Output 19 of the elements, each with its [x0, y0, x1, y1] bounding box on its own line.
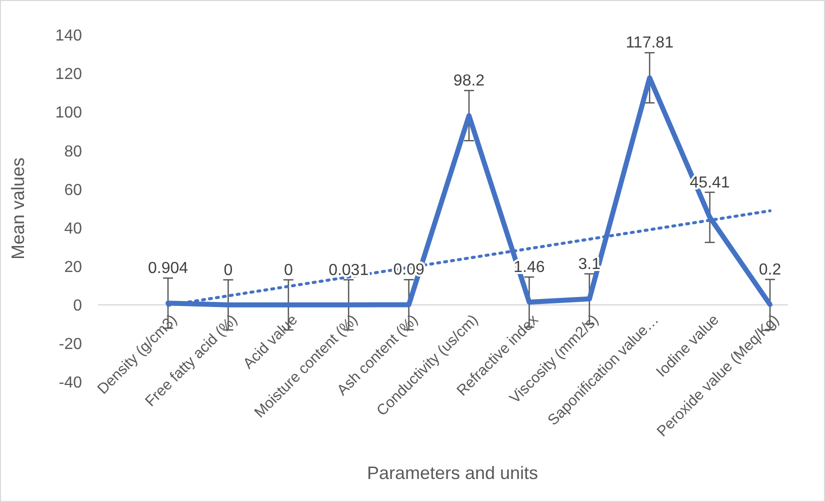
y-axis-title: Mean values — [8, 157, 28, 260]
y-tick-label: 140 — [55, 28, 82, 45]
data-label: 0 — [224, 262, 233, 279]
data-label: 98.2 — [453, 72, 485, 90]
data-label: 117.81 — [626, 34, 674, 52]
x-axis-title: Parameters and units — [366, 463, 538, 483]
y-tick-label: 0 — [73, 297, 82, 314]
y-tick-label: 80 — [64, 143, 82, 160]
data-label: 0 — [284, 262, 293, 279]
data-label: 0.2 — [758, 261, 782, 278]
y-tick-label: 120 — [55, 66, 82, 84]
y-tick-label: 60 — [64, 182, 82, 199]
y-tick-label: 40 — [64, 220, 82, 238]
y-tick-label: 20 — [64, 258, 82, 276]
data-label: 0.904 — [148, 260, 188, 278]
y-tick-label: -20 — [58, 336, 82, 354]
y-tick-label: -40 — [58, 374, 82, 392]
data-label: 0.031 — [328, 262, 369, 279]
y-tick-label: 100 — [55, 104, 82, 122]
